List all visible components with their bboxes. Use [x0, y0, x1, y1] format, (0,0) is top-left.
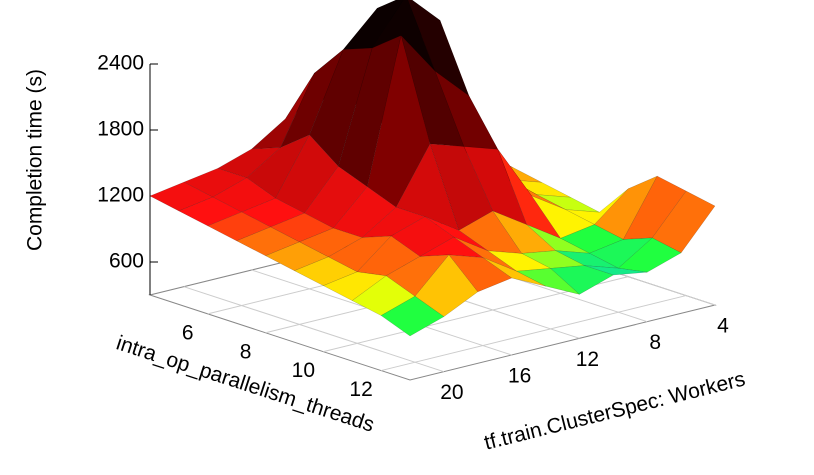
z-tick-label: 2400	[97, 52, 144, 75]
x-tick-label: 4	[717, 315, 729, 338]
grid-line	[380, 295, 687, 372]
y-tick-label: 8	[240, 340, 252, 363]
y-tick-label: 10	[292, 359, 315, 382]
z-tick-label: 1800	[97, 118, 144, 141]
x-tick-label: 20	[440, 381, 463, 404]
y-tick-label: 12	[349, 378, 372, 401]
grid-line	[183, 286, 445, 373]
y-tick-label: 6	[182, 321, 194, 344]
z-axis-title: Completion time (s)	[24, 69, 47, 251]
surface-cell	[380, 295, 445, 337]
z-tick-label: 600	[109, 250, 144, 273]
x-tick-label: 12	[576, 348, 599, 371]
z-tick-label: 1200	[97, 184, 144, 207]
x-tick-label: 8	[649, 331, 661, 354]
x-tick-label: 16	[508, 365, 531, 388]
